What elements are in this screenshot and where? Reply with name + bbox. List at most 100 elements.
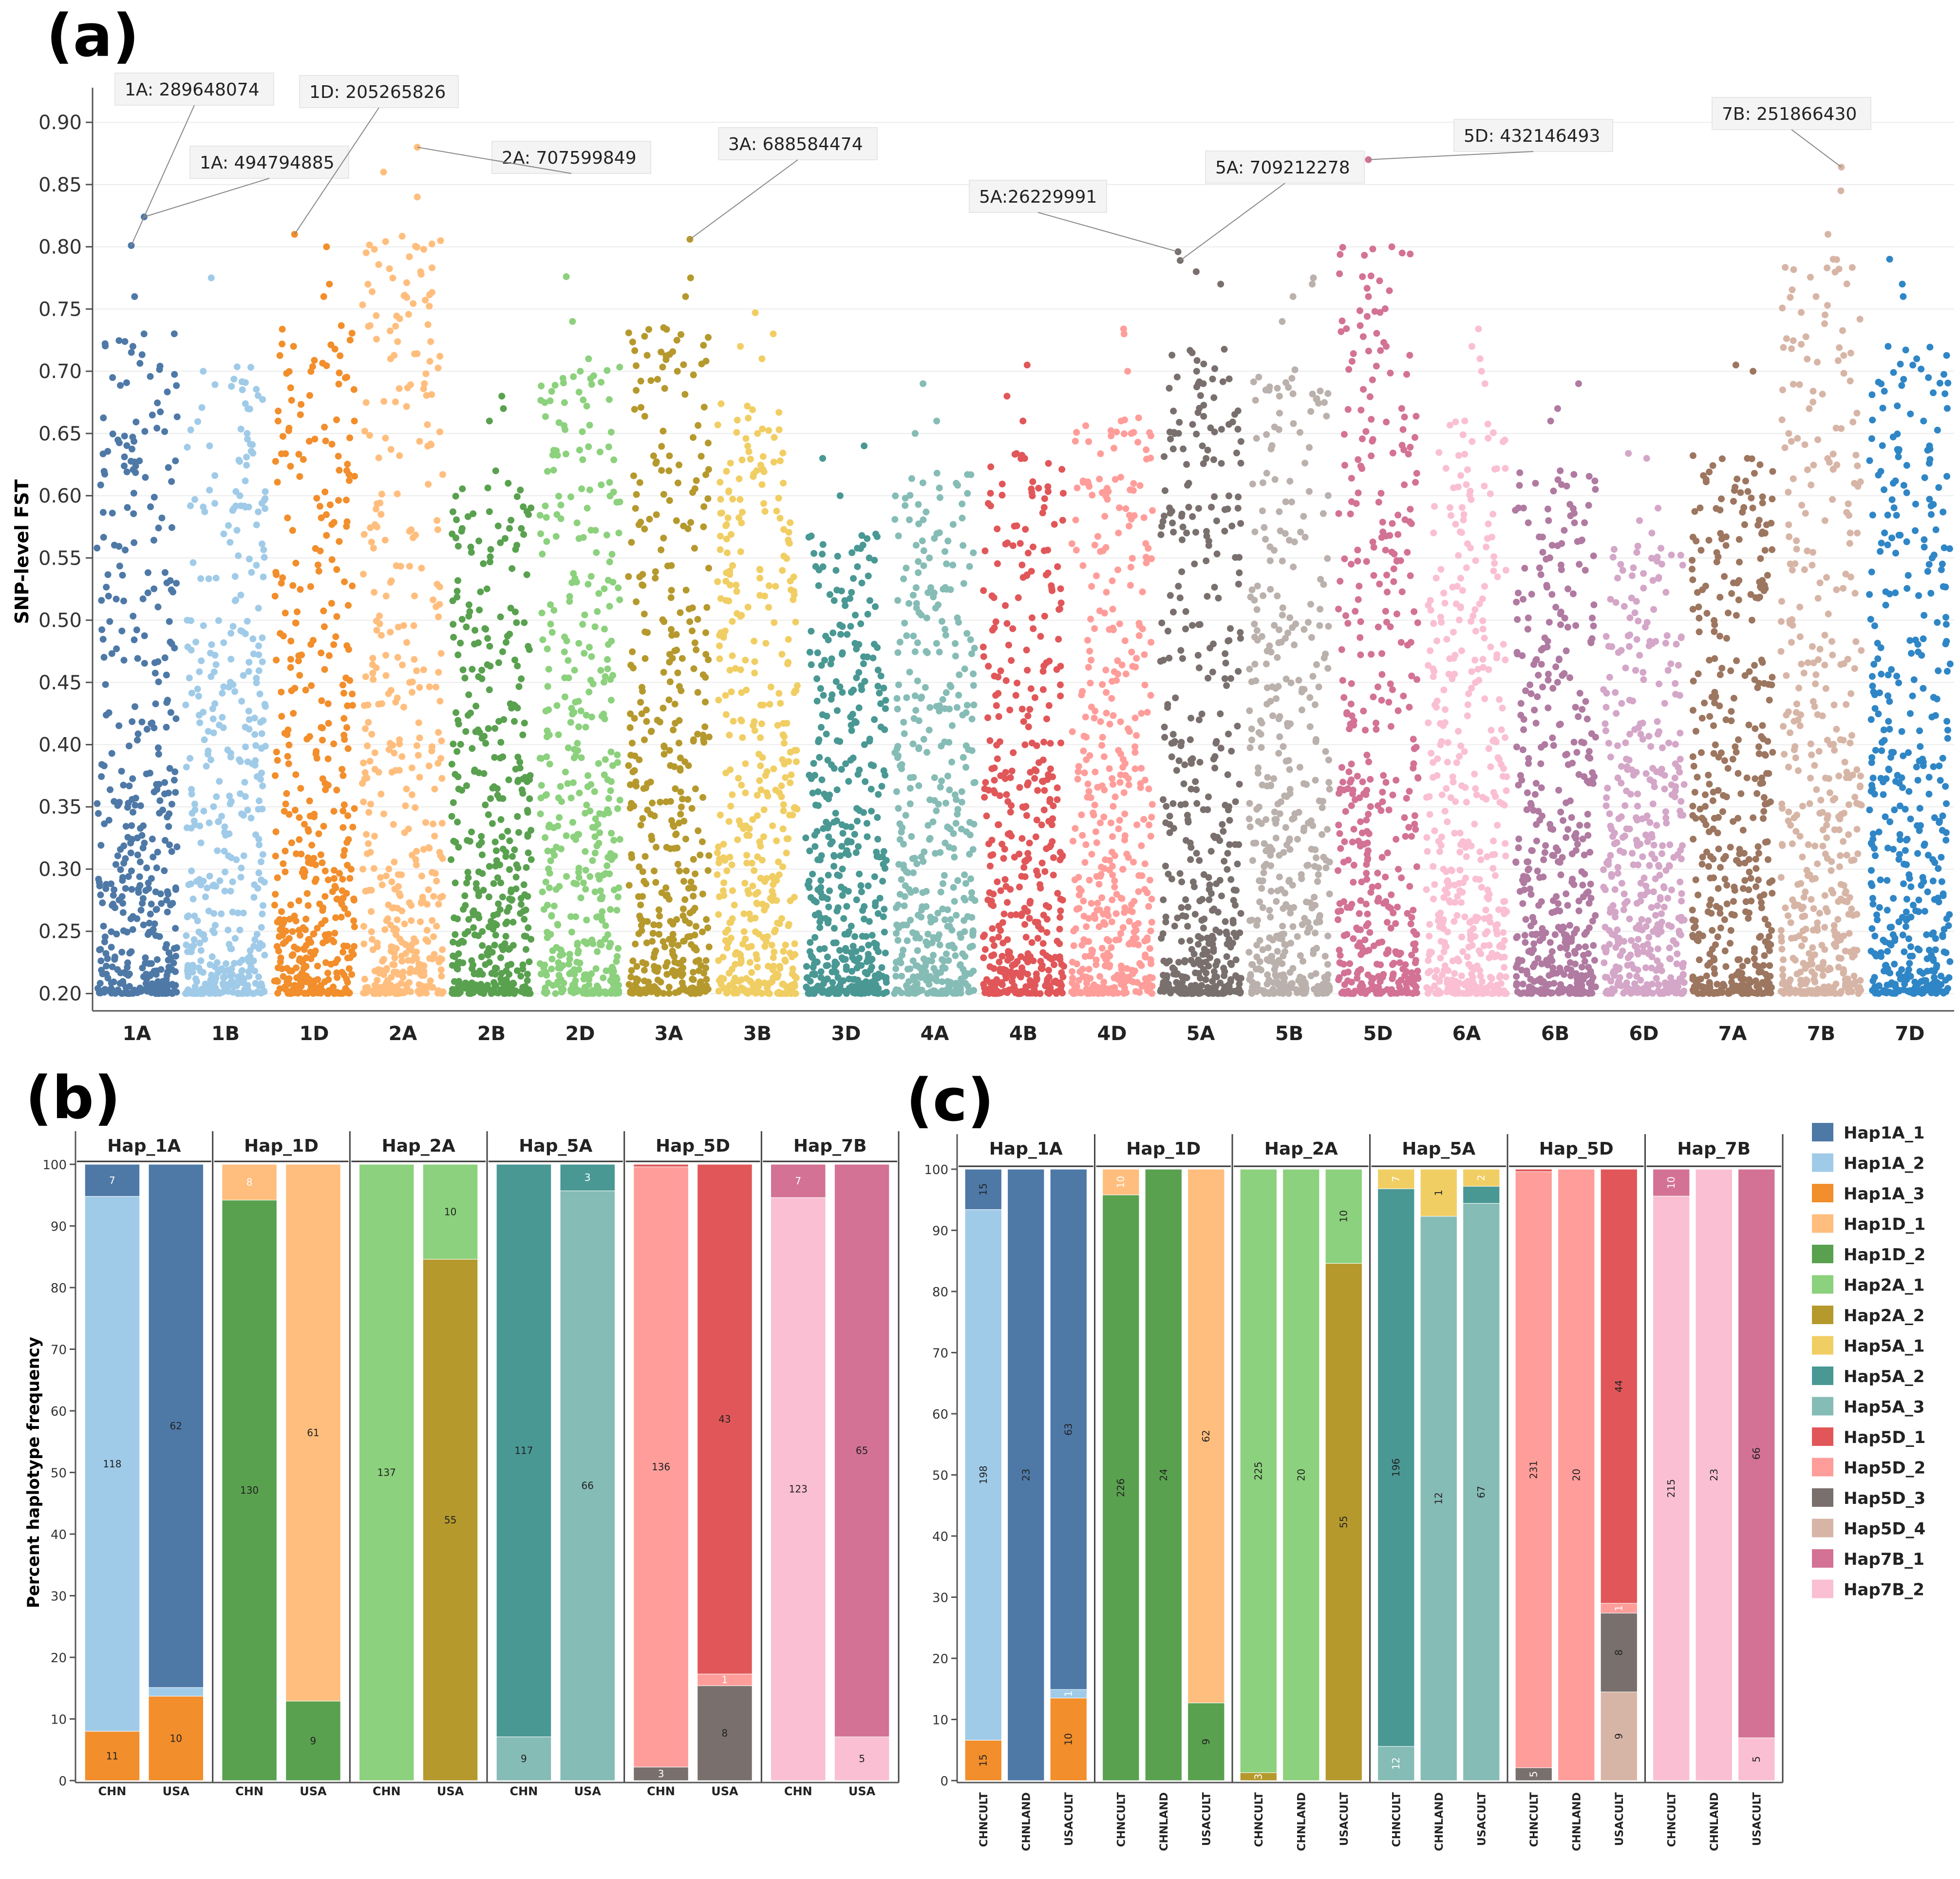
fst-point [508,897,515,904]
fst-point [609,854,617,861]
fst-point [362,399,370,406]
fst-point [660,938,667,945]
fst-point [369,288,376,295]
fst-point [872,902,879,910]
fst-point [1109,577,1116,585]
fst-point [382,873,390,880]
fst-point [500,405,507,412]
fst-point [583,801,590,809]
fst-point [1094,533,1101,540]
fst-point [1010,961,1017,968]
fst-point [260,902,266,909]
fst-point [279,433,286,440]
fst-point [944,823,951,831]
fst-point [426,303,433,310]
fst-point [480,560,487,567]
fst-point [165,956,172,964]
fst-point [332,633,339,640]
fst-point [321,666,328,673]
fst-point [388,577,395,585]
fst-point [1059,490,1067,497]
fst-point [391,886,398,893]
fst-point [690,856,697,863]
fst-point [743,852,751,859]
fst-point [365,809,373,816]
fst-point [1148,639,1154,646]
fst-point [724,986,731,993]
fst-point [839,892,846,899]
fst-point [948,722,956,729]
fst-point [433,603,440,610]
fst-point [765,427,773,434]
fst-point [583,712,590,719]
fst-point [108,750,115,757]
fst-point [871,716,878,723]
y-tick-label: 0.30 [38,858,82,881]
fst-point [101,933,109,941]
fst-point [497,739,505,746]
fst-point [558,845,565,853]
fst-point [461,930,469,938]
fst-point [340,971,348,979]
fst-point [915,745,923,752]
fst-point [242,743,249,751]
fst-point [1026,839,1033,847]
fst-point [227,679,234,686]
fst-point [361,975,368,983]
fst-point [1108,944,1115,951]
fst-point [625,329,632,337]
fst-point [596,990,603,997]
fst-point [231,935,239,942]
fst-point [171,371,178,378]
fst-point [194,418,201,425]
fst-point [961,917,968,924]
fst-point [791,804,798,812]
fst-point [494,792,501,799]
fst-point [437,852,444,859]
fst-point [249,450,257,457]
fst-point [283,370,290,377]
fst-point [930,593,937,601]
fst-point [408,764,415,772]
fst-point [391,858,398,866]
fst-point [688,805,696,812]
y-tick-label: 0.65 [38,423,82,445]
fst-point [567,719,574,726]
fst-point [1027,685,1035,692]
fst-point [608,550,616,558]
fst-point [857,545,864,552]
fst-point [675,740,682,747]
fst-point [100,533,107,541]
fst-point [383,967,390,973]
fst-point [652,568,659,575]
fst-point [912,707,920,714]
fst-point [387,446,395,453]
fst-point [107,786,113,793]
fst-point [448,760,455,768]
fst-point [343,496,350,504]
fst-point [776,789,783,797]
fst-point [380,169,387,176]
fst-point [274,418,282,425]
fst-point [306,797,313,804]
fst-point [435,729,442,736]
fst-point [780,479,787,487]
fst-point [240,852,247,859]
fst-point [633,491,640,498]
fst-point [811,832,818,839]
fst-point [991,942,998,949]
fst-point [863,958,870,966]
fst-point [780,720,787,727]
fst-point [1148,814,1155,821]
fst-point [983,812,990,819]
fst-point [738,718,745,724]
fst-point [255,973,262,981]
fst-point [222,868,228,875]
fst-point [245,555,253,563]
fst-point [817,685,824,692]
fst-point [514,813,521,820]
fst-point [310,854,318,862]
fst-point [216,721,223,729]
fst-point [737,548,744,555]
fst-point [1021,455,1028,462]
